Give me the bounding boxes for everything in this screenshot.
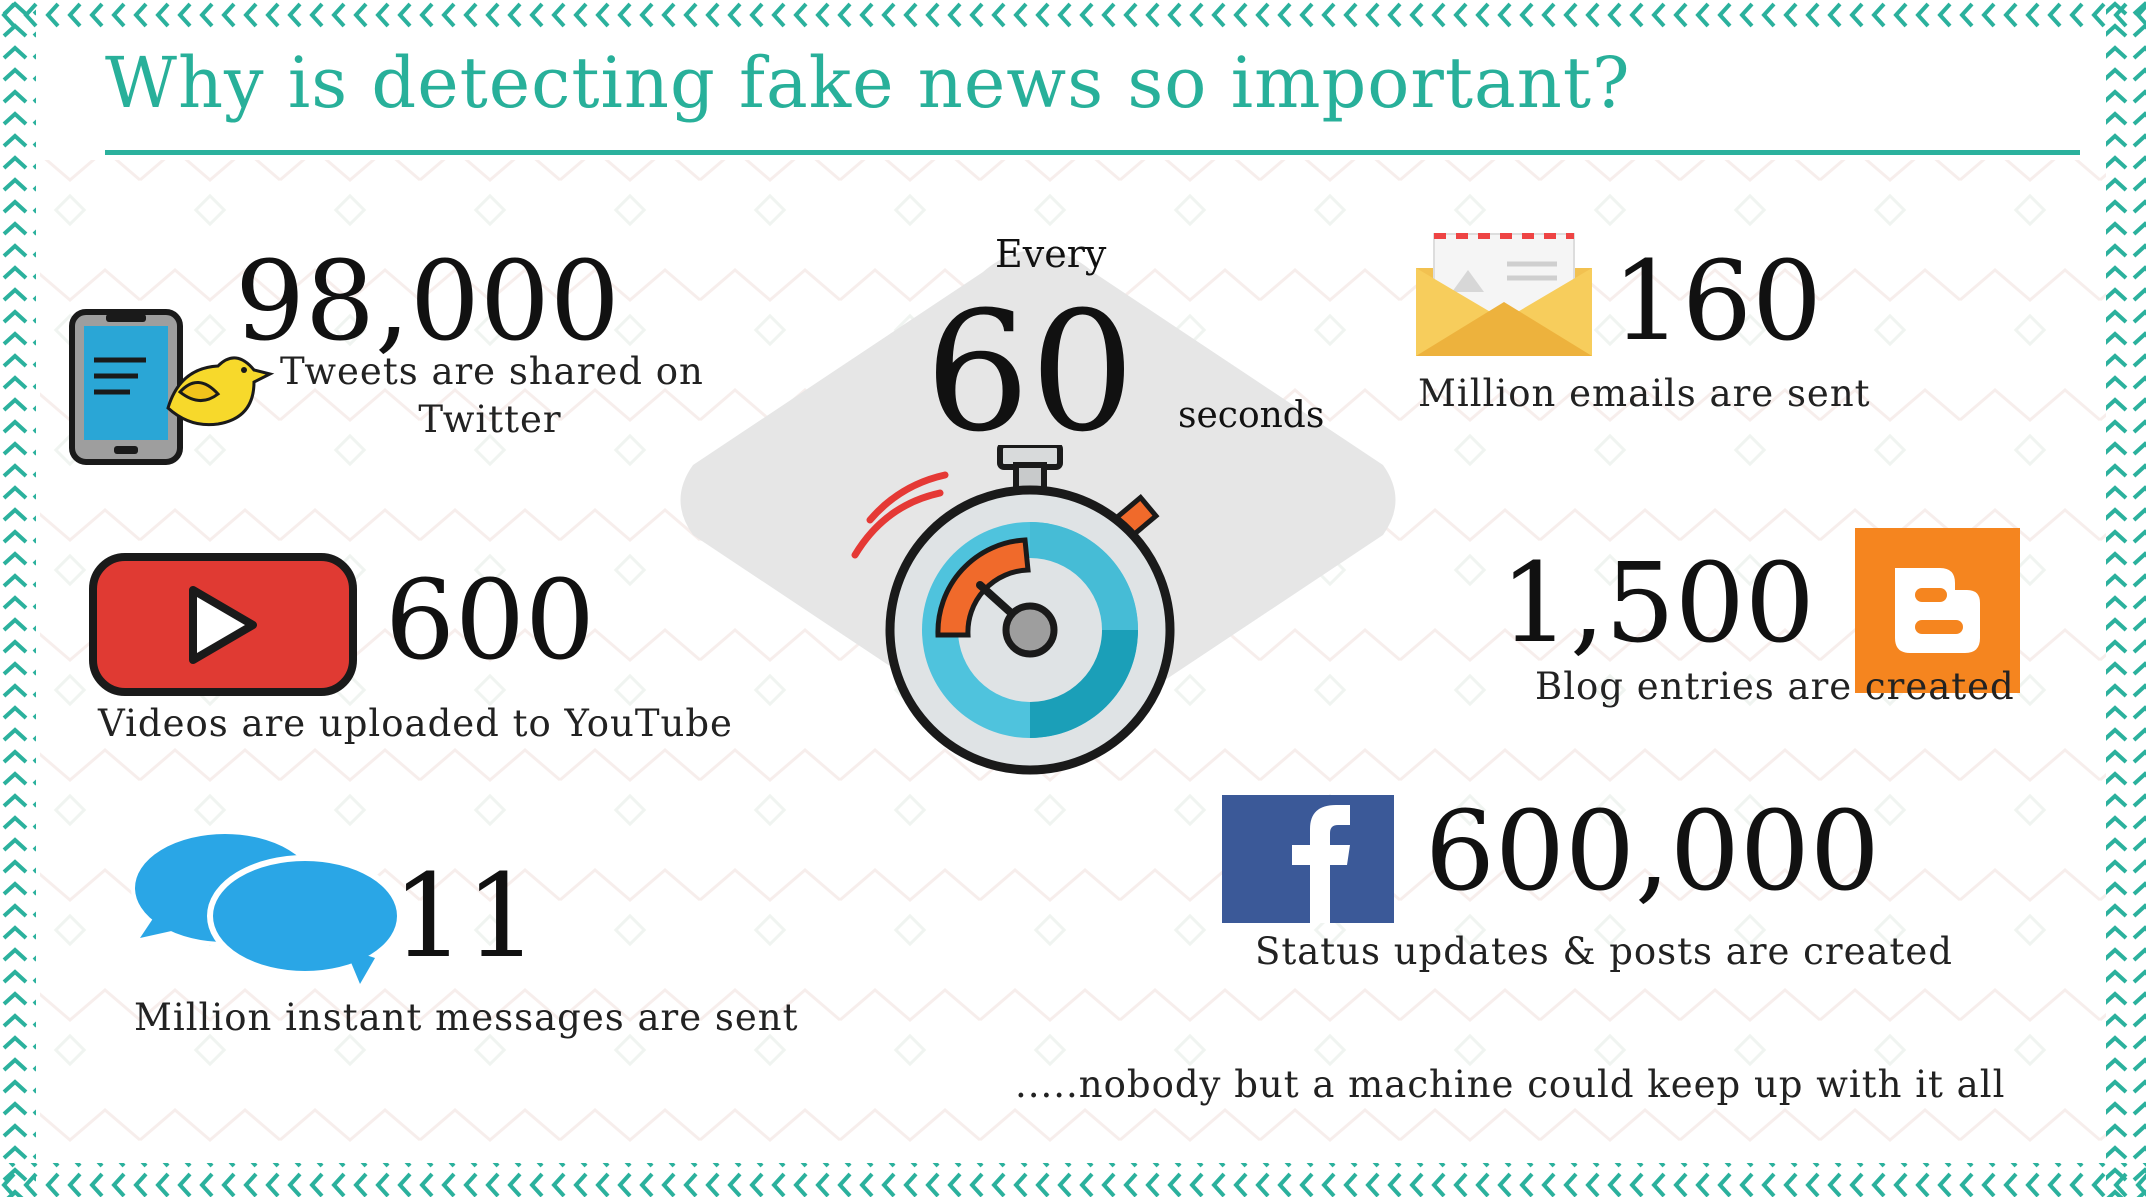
messages-label: Million instant messages are sent [134, 996, 799, 1039]
facebook-label: Status updates & posts are created [1255, 930, 1953, 973]
center-every-label: Every [995, 232, 1107, 276]
facebook-icon [1222, 795, 1394, 923]
twitter-label-line2: Twitter [418, 398, 562, 441]
phone-bird-icon [69, 309, 275, 465]
blog-label: Blog entries are created [1535, 665, 2015, 708]
center-number: 60 [925, 276, 1135, 468]
email-value: 160 [1612, 237, 1822, 365]
twitter-label-line1: Tweets are shared on [280, 350, 704, 393]
youtube-icon [89, 553, 357, 696]
envelope-icon [1416, 233, 1592, 356]
twitter-value: 98,000 [235, 237, 620, 365]
youtube-label: Videos are uploaded to YouTube [98, 702, 733, 745]
footer-note: .....nobody but a machine could keep up … [1015, 1063, 2006, 1106]
chat-bubbles-icon [131, 830, 400, 984]
stopwatch-icon [851, 445, 1175, 775]
messages-value: 11 [392, 850, 539, 984]
youtube-value: 600 [385, 556, 595, 684]
blog-value: 1,500 [1500, 539, 1815, 667]
title-divider [105, 150, 2080, 155]
blogger-icon [1855, 528, 2020, 693]
page-title: Why is detecting fake news so important? [105, 42, 1631, 124]
center-unit-label: seconds [1178, 395, 1325, 436]
facebook-value: 600,000 [1425, 787, 1880, 915]
email-label: Million emails are sent [1418, 372, 1871, 415]
